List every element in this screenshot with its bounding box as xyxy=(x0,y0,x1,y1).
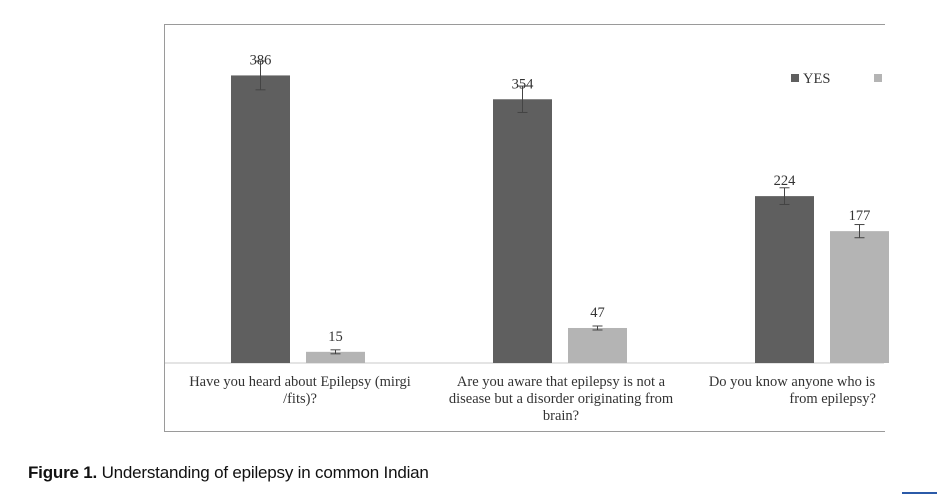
category-label-line: Do you know anyone who is xyxy=(708,374,876,390)
bars-layer: 386 354 224 15 47 177 xyxy=(231,52,889,364)
data-label: 177 xyxy=(849,208,871,224)
data-label: 354 xyxy=(512,76,535,92)
bar-yes-3 xyxy=(755,196,814,363)
error-bar xyxy=(517,85,528,113)
category-label-line: /fits)? xyxy=(283,391,317,407)
category-label-3: Do you know anyone who is from epilepsy? xyxy=(694,374,890,408)
error-bar xyxy=(854,224,865,239)
bar-no-2 xyxy=(568,327,627,363)
figure-caption: Figure 1. Understanding of epilepsy in c… xyxy=(28,463,429,483)
category-label-line: from epilepsy? xyxy=(789,391,876,407)
data-label: 15 xyxy=(328,329,343,345)
category-label-line: Have you heard about Epilepsy (mirgi xyxy=(189,374,411,390)
legend-label-yes: YES xyxy=(803,71,830,87)
data-label: 47 xyxy=(590,305,605,321)
error-bar xyxy=(330,349,341,355)
bar-no-3 xyxy=(830,231,889,363)
error-bar xyxy=(779,187,790,205)
legend-swatch-yes xyxy=(791,74,799,82)
page-corner-line xyxy=(902,492,937,494)
figure-caption-label: Figure 1. xyxy=(28,463,98,482)
data-label: 386 xyxy=(250,52,272,68)
category-label-line: brain? xyxy=(542,408,580,424)
bar-yes-1 xyxy=(231,75,290,364)
legend: YES xyxy=(791,71,882,87)
bar-no-1 xyxy=(306,351,365,363)
figure-caption-text: Understanding of epilepsy in common Indi… xyxy=(97,463,429,482)
data-label: 224 xyxy=(774,173,797,189)
category-label-line: Are you aware that epilepsy is not a xyxy=(456,374,666,390)
chart-frame xyxy=(164,24,885,432)
category-label-1: Have you heard about Epilepsy (mirgi /fi… xyxy=(170,374,430,408)
error-bar xyxy=(592,325,603,331)
bar-yes-2 xyxy=(493,99,552,364)
category-label-2: Are you aware that epilepsy is not a dis… xyxy=(430,374,692,425)
legend-swatch-no xyxy=(874,74,882,82)
error-bar xyxy=(255,60,266,91)
category-label-line: disease but a disorder originating from xyxy=(448,391,674,407)
